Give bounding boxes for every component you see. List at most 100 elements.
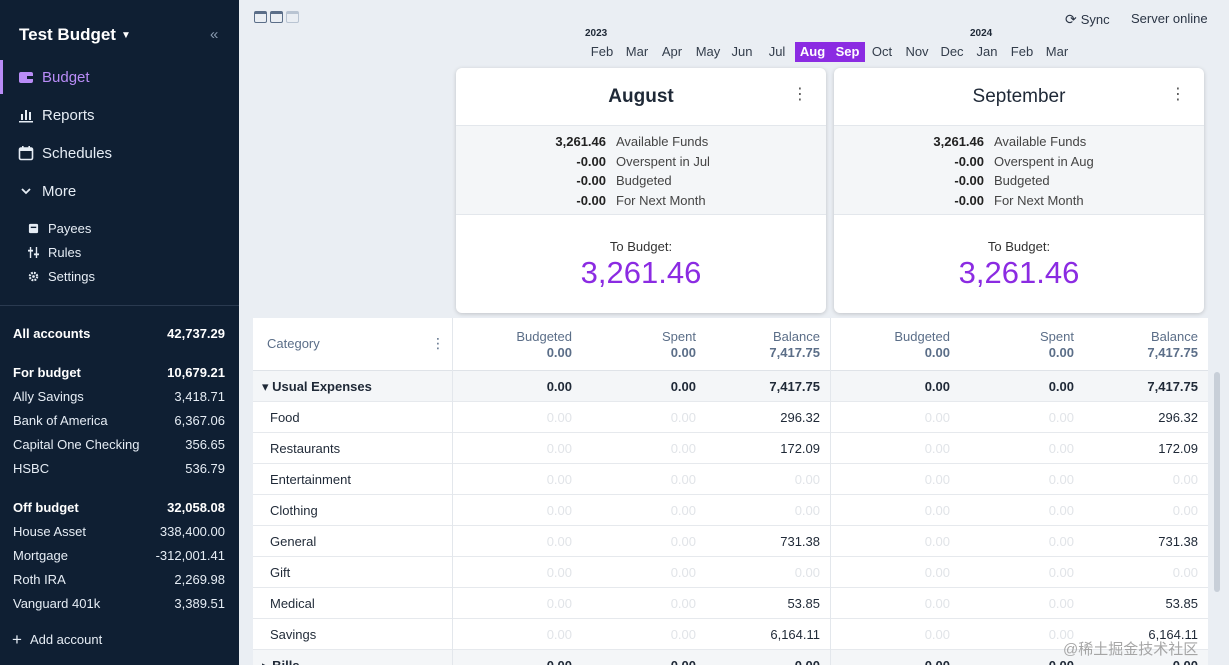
- budgeted-cell[interactable]: 0.00: [924, 441, 950, 456]
- month-picker-item[interactable]: Jun: [731, 44, 753, 59]
- balance-total: 7,417.75: [769, 345, 820, 360]
- add-account-button[interactable]: + Add account: [12, 631, 102, 648]
- category-row[interactable]: Entertainment 0.00 0.00 0.00 0.00 0.00 0.00: [253, 464, 1208, 495]
- category-name[interactable]: Clothing: [270, 495, 318, 526]
- budgeted-cell[interactable]: 0.00: [924, 503, 950, 518]
- kebab-menu-icon[interactable]: ⋮: [1170, 86, 1186, 103]
- budgeted-cell[interactable]: 0.00: [546, 503, 572, 518]
- for-budget-accounts[interactable]: For budget 10,679.21: [13, 361, 225, 383]
- account-balance: 3,389.51: [174, 595, 225, 611]
- calendar-icon[interactable]: [286, 11, 299, 23]
- account-name: Roth IRA: [13, 571, 66, 587]
- nav-reports[interactable]: Reports: [0, 98, 239, 132]
- summary-label: For Next Month: [994, 192, 1084, 208]
- account-row[interactable]: Ally Savings 3,418.71: [13, 385, 225, 407]
- account-row[interactable]: Mortgage -312,001.41: [13, 544, 225, 566]
- off-budget-accounts[interactable]: Off budget 32,058.08: [13, 496, 225, 518]
- nav-schedules[interactable]: Schedules: [0, 136, 239, 170]
- account-row[interactable]: House Asset 338,400.00: [13, 520, 225, 542]
- month-picker-item[interactable]: Feb: [1010, 44, 1034, 59]
- sync-button[interactable]: ⟳ Sync: [1065, 11, 1110, 28]
- budgeted-cell[interactable]: 0.00: [546, 627, 572, 642]
- month-picker-item[interactable]: Apr: [661, 44, 683, 59]
- expand-toggle-icon[interactable]: ▸: [262, 658, 272, 665]
- group-name[interactable]: ▾ Usual Expenses: [262, 371, 372, 402]
- account-name: Vanguard 401k: [13, 595, 101, 611]
- nav-rules[interactable]: Rules: [0, 241, 239, 263]
- month-picker-item[interactable]: Mar: [1045, 44, 1069, 59]
- month-picker-item[interactable]: Jul: [768, 44, 786, 59]
- account-row[interactable]: Roth IRA 2,269.98: [13, 568, 225, 590]
- category-row[interactable]: Food 0.00 0.00 296.32 0.00 0.00 296.32: [253, 402, 1208, 433]
- calendar-icon[interactable]: [270, 11, 283, 23]
- table-scrollbar[interactable]: [1214, 372, 1220, 592]
- kebab-menu-icon[interactable]: ⋮: [431, 335, 445, 351]
- category-name[interactable]: Savings: [270, 619, 316, 650]
- account-row[interactable]: Vanguard 401k 3,389.51: [13, 592, 225, 614]
- category-name[interactable]: Medical: [270, 588, 315, 619]
- budgeted-cell[interactable]: 0.00: [924, 565, 950, 580]
- budgeted-cell[interactable]: 0.00: [924, 596, 950, 611]
- budgeted-cell[interactable]: 0.00: [924, 534, 950, 549]
- expand-toggle-icon[interactable]: ▾: [262, 379, 273, 394]
- budgeted-cell[interactable]: 0.00: [861, 650, 950, 665]
- nav-settings[interactable]: Settings: [0, 265, 239, 287]
- category-row[interactable]: General 0.00 0.00 731.38 0.00 0.00 731.38: [253, 526, 1208, 557]
- category-row[interactable]: Restaurants 0.00 0.00 172.09 0.00 0.00 172.09: [253, 433, 1208, 464]
- category-row[interactable]: Clothing 0.00 0.00 0.00 0.00 0.00 0.00: [253, 495, 1208, 526]
- to-budget-amount[interactable]: 3,261.46: [580, 255, 702, 290]
- category-name[interactable]: Restaurants: [270, 433, 340, 464]
- budgeted-cell[interactable]: 0.00: [546, 534, 572, 549]
- category-name[interactable]: Gift: [270, 557, 290, 588]
- budgeted-cell[interactable]: 0.00: [546, 379, 572, 394]
- month-picker-item[interactable]: Mar: [625, 44, 649, 59]
- calendar-icon[interactable]: [254, 11, 267, 23]
- to-budget-amount[interactable]: 3,261.46: [958, 255, 1080, 290]
- budgeted-cell[interactable]: 0.00: [546, 410, 572, 425]
- server-status[interactable]: Server online: [1131, 11, 1208, 26]
- category-group-row[interactable]: ▾ Usual Expenses 0.00 0.00 7,417.75 0.00 0.00…: [253, 371, 1208, 402]
- category-row[interactable]: Medical 0.00 0.00 53.85 0.00 0.00 53.85: [253, 588, 1208, 619]
- month-picker-item[interactable]: Dec: [940, 44, 964, 59]
- sidebar: Test Budget ▼ « Budget Reports Schedules…: [0, 0, 239, 665]
- month-picker-item[interactable]: Jan: [976, 44, 998, 59]
- category-row[interactable]: Savings 0.00 0.00 6,164.11 0.00 0.00 6,164.11: [253, 619, 1208, 650]
- category-group-row[interactable]: ▸ Bills 0.00 0.00 0.00 0.00 0.00 0.00: [253, 650, 1208, 665]
- balance-cell: 0.00: [1172, 503, 1198, 518]
- category-name[interactable]: Food: [270, 402, 300, 433]
- category-row[interactable]: Gift 0.00 0.00 0.00 0.00 0.00 0.00: [253, 557, 1208, 588]
- category-name[interactable]: General: [270, 526, 316, 557]
- group-name[interactable]: ▸ Bills: [262, 650, 300, 665]
- month-summary-card: September ⋮ 3,261.46 Available Funds -0.0…: [834, 68, 1204, 313]
- budgeted-cell[interactable]: 0.00: [546, 596, 572, 611]
- nav-more[interactable]: More: [0, 174, 239, 208]
- budgeted-cell[interactable]: 0.00: [546, 441, 572, 456]
- budgeted-cell[interactable]: 0.00: [924, 472, 950, 487]
- month-picker-item[interactable]: May: [695, 44, 721, 59]
- account-row[interactable]: Bank of America 6,367.06: [13, 409, 225, 431]
- month-picker-item-selected[interactable]: Aug: [795, 42, 830, 62]
- month-picker-item[interactable]: Nov: [905, 44, 929, 59]
- category-header: Category: [267, 336, 320, 351]
- summary-value: -0.00: [576, 173, 606, 189]
- collapse-sidebar-icon[interactable]: «: [210, 26, 219, 43]
- kebab-menu-icon[interactable]: ⋮: [792, 86, 808, 103]
- month-picker-item[interactable]: Oct: [871, 44, 893, 59]
- all-accounts[interactable]: All accounts 42,737.29: [13, 322, 225, 344]
- account-row[interactable]: HSBC 536.79: [13, 457, 225, 479]
- category-name[interactable]: Entertainment: [270, 464, 351, 495]
- nav-budget[interactable]: Budget: [0, 60, 239, 94]
- budgeted-cell[interactable]: 0.00: [483, 650, 572, 665]
- nav-payees[interactable]: Payees: [0, 217, 239, 239]
- budget-name-menu[interactable]: Test Budget ▼: [19, 25, 131, 45]
- spent-cell: 0.00: [1048, 565, 1074, 580]
- budgeted-cell[interactable]: 0.00: [924, 627, 950, 642]
- budgeted-cell[interactable]: 0.00: [924, 410, 950, 425]
- budgeted-cell[interactable]: 0.00: [924, 379, 950, 394]
- account-row[interactable]: Capital One Checking 356.65: [13, 433, 225, 455]
- month-picker-item[interactable]: Feb: [590, 44, 614, 59]
- month-picker-item-selected[interactable]: Sep: [830, 42, 865, 62]
- row-label: Gift: [270, 565, 291, 580]
- budgeted-cell[interactable]: 0.00: [546, 565, 572, 580]
- budgeted-cell[interactable]: 0.00: [546, 472, 572, 487]
